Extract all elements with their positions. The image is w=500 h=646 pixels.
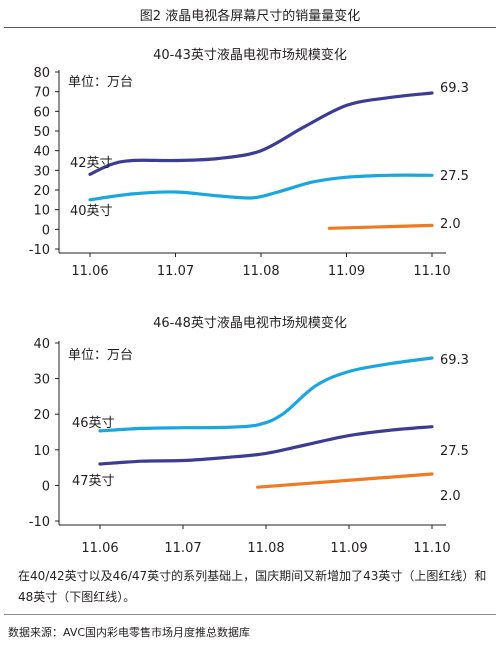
y-tick-label: 40	[33, 337, 50, 352]
y-tick-label: 70	[33, 86, 50, 101]
unit-label: 单位：万台	[68, 348, 133, 363]
x-tick-label: 11.06	[81, 541, 118, 556]
x-tick-label: 11.07	[164, 541, 201, 556]
source-note: 数据来源：AVC国内彩电零售市场月度推总数据库	[8, 626, 251, 639]
series-line-1	[88, 91, 434, 176]
title-rule	[4, 27, 496, 28]
series-label: 46英寸	[72, 416, 115, 431]
unit-label: 单位：万台	[68, 75, 133, 90]
series-line-2	[88, 173, 434, 202]
series-label: 47英寸	[72, 474, 115, 489]
chart-2: 40 30 20 10 0 -10 11.06 11.07 11.08 11.09 11.10 单位：…	[29, 337, 469, 556]
y-tick-label: 30	[33, 373, 50, 388]
caption-text: 在40/42英寸以及46/47英寸的系列基础上，国庆期间又新增加了43英寸（上图…	[18, 569, 487, 604]
y-tick-label: 60	[33, 105, 50, 120]
y-tick-label: 10	[33, 444, 50, 459]
series-line-2	[98, 425, 434, 466]
y-tick-label: 10	[33, 204, 50, 219]
y-tick-label: -10	[29, 243, 50, 258]
end-value-label: 27.5	[440, 444, 469, 459]
figure-title: 图2 液晶电视各屏幕尺寸的销量量变化	[139, 9, 361, 24]
y-tick-label: 40	[33, 145, 50, 160]
series-line-1	[98, 356, 434, 433]
x-tick-label: 11.07	[157, 264, 194, 279]
y-tick-label: 30	[33, 164, 50, 179]
chart-title-1: 40-43英寸液晶电视市场规模变化	[153, 48, 347, 63]
y-tick-label: 20	[33, 184, 50, 199]
end-value-label: 2.0	[440, 489, 461, 504]
y-tick-label: 0	[42, 479, 50, 494]
y-tick-label: 0	[42, 223, 50, 238]
y-tick-label: 50	[33, 125, 50, 140]
end-value-label: 27.5	[440, 169, 469, 184]
y-tick-label: 80	[33, 66, 50, 81]
chart-1: 80 70 60 50 40 30 20 10 0 -10 11.06 11.07 11.08 11.09…	[29, 66, 469, 279]
series-label: 42英寸	[70, 156, 113, 171]
x-tick-label: 11.10	[413, 541, 450, 556]
x-tick-label: 11.10	[413, 264, 450, 279]
x-tick-label: 11.09	[330, 541, 367, 556]
series-line-3	[256, 472, 434, 489]
x-tick-label: 11.08	[242, 264, 279, 279]
x-tick-label: 11.08	[247, 541, 284, 556]
series-label: 40英寸	[70, 204, 113, 219]
x-tick-label: 11.06	[71, 264, 108, 279]
end-value-label: 69.3	[440, 81, 469, 96]
end-value-label: 2.0	[440, 217, 461, 232]
bottom-rule	[4, 614, 496, 615]
end-value-label: 69.3	[440, 353, 469, 368]
y-tick-label: -10	[29, 515, 50, 530]
chart-title-2: 46-48英寸液晶电视市场规模变化	[153, 316, 347, 331]
x-tick-label: 11.09	[328, 264, 365, 279]
series-line-3	[327, 223, 434, 230]
y-tick-label: 20	[33, 408, 50, 423]
